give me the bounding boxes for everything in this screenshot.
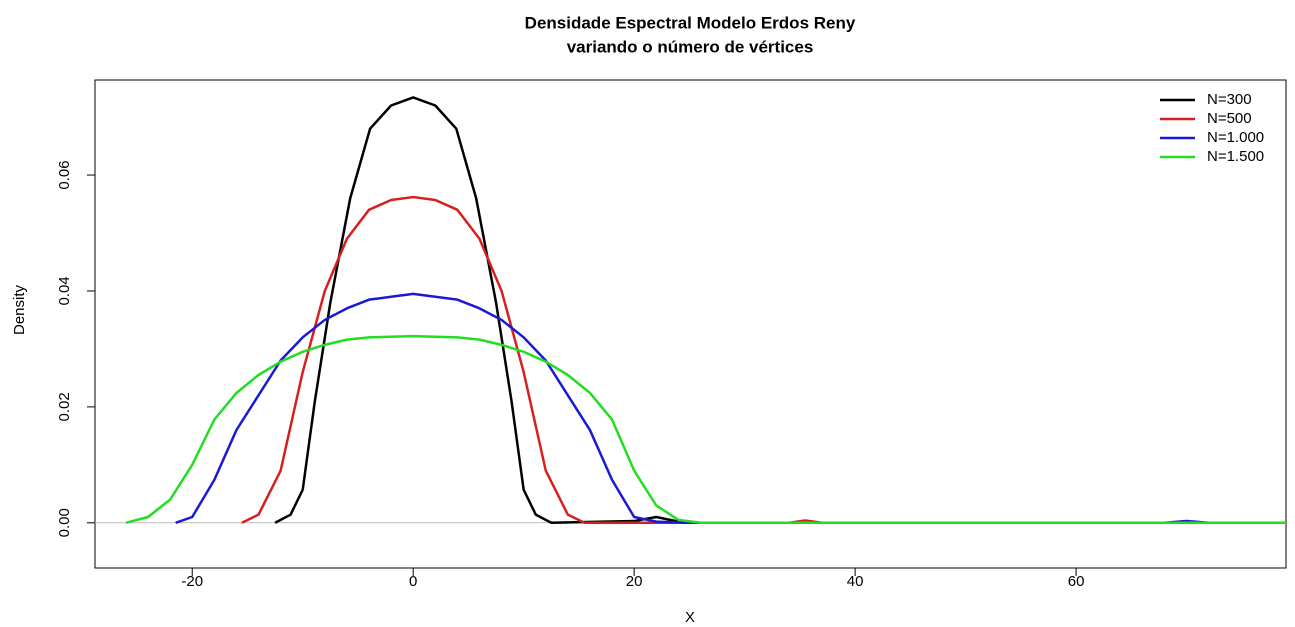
legend-label: N=300	[1207, 91, 1252, 108]
chart-subtitle: variando o número de vértices	[567, 37, 814, 56]
density-line	[175, 292, 1286, 525]
legend-label: N=1.500	[1207, 148, 1264, 165]
density-line	[241, 195, 1286, 525]
plot-frame	[94, 79, 1287, 569]
x-tick-label: -20	[181, 573, 203, 590]
x-tick-label: 0	[409, 573, 417, 590]
y-tick-label: 0.04	[56, 276, 73, 305]
chart-title: Densidade Espectral Modelo Erdos Reny	[525, 13, 856, 32]
density-line	[274, 96, 1286, 525]
x-tick-label: 60	[1068, 573, 1085, 590]
y-tick-label: 0.02	[56, 392, 73, 421]
legend-label: N=1.000	[1207, 129, 1264, 146]
x-tick-label: 20	[626, 573, 643, 590]
x-tick-label: 40	[847, 573, 864, 590]
legend-label: N=500	[1207, 110, 1252, 127]
y-tick-label: 0.00	[56, 508, 73, 537]
y-axis-label: Density	[11, 284, 28, 335]
x-axis-label: X	[685, 609, 695, 626]
y-tick-label: 0.06	[56, 160, 73, 189]
density-line	[125, 334, 1286, 525]
